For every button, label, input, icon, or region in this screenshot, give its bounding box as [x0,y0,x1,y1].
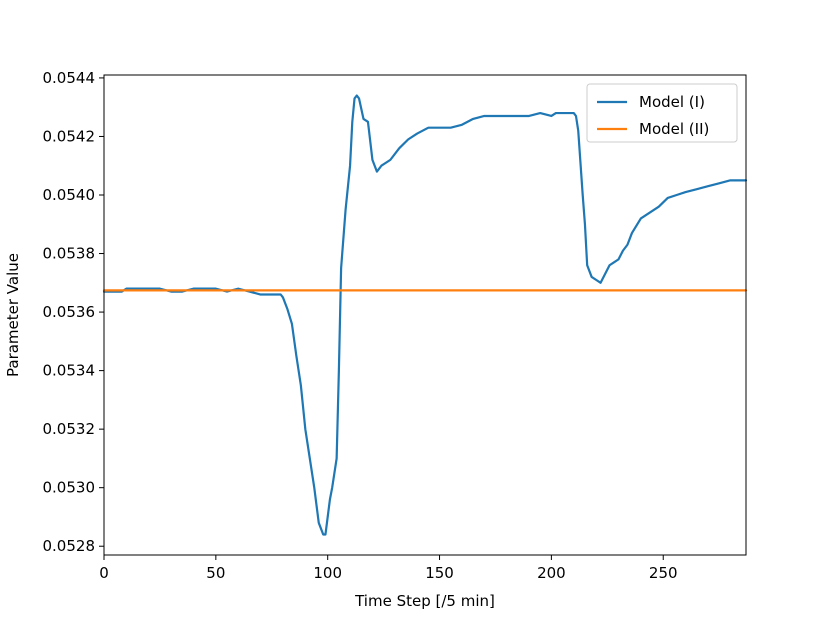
plot-frame [103,74,747,556]
y-tick-label: 0.0544 [43,69,96,87]
x-tick-label: 100 [313,564,342,582]
legend: Model (I) Model (II) [586,83,738,143]
series-layer [102,94,748,536]
y-axis: 0.0528 0.0530 0.0532 0.0534 0.0536 0.0538 0.05… [43,69,104,555]
legend-label-2: Model (II) [639,120,709,138]
x-tick-label: 150 [425,564,454,582]
legend-label-1: Model (I) [639,93,705,111]
y-axis-label: Parameter Value [4,253,22,377]
x-tick-label: 50 [206,564,225,582]
y-tick-label: 0.0528 [43,537,96,555]
x-axis-label: Time Step [/5 min] [354,592,495,610]
y-tick-label: 0.0540 [43,186,96,204]
y-tick-label: 0.0534 [43,362,96,380]
x-tick-label: 200 [537,564,566,582]
x-tick-label: 0 [99,564,109,582]
y-tick-label: 0.0532 [43,420,96,438]
y-tick-label: 0.0536 [43,303,96,321]
y-tick-label: 0.0538 [43,245,96,263]
x-axis: 0 50 100 150 200 250 [99,555,678,582]
y-tick-label: 0.0542 [43,127,96,145]
y-tick-label: 0.0530 [43,479,96,497]
x-tick-label: 250 [649,564,678,582]
legend-box [586,83,738,143]
series-line-1 [102,94,748,536]
plot-area [104,75,746,555]
